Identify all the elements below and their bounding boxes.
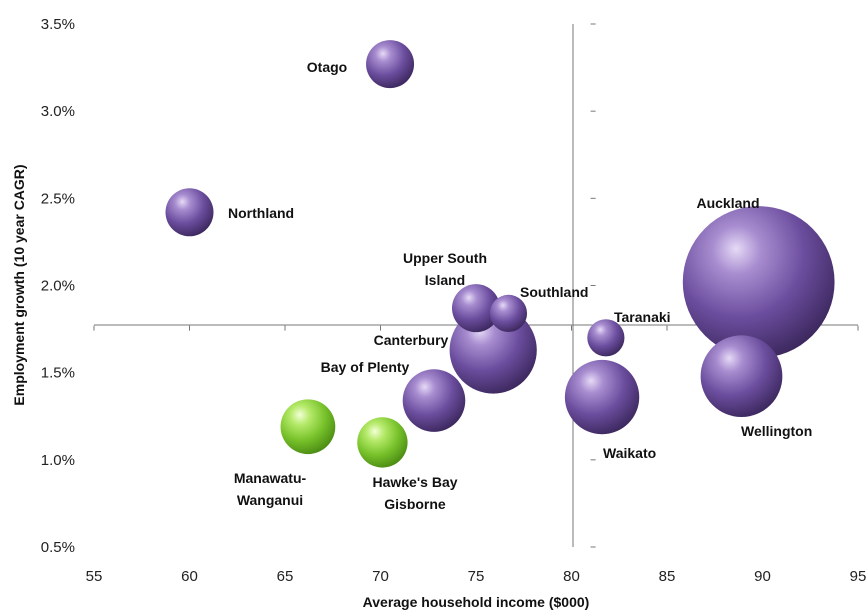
y-tick-label: 1.0% bbox=[41, 452, 75, 469]
bubble-label: Hawke's Bay bbox=[372, 474, 457, 490]
bubble-label: Gisborne bbox=[384, 496, 446, 512]
x-tick-label: 75 bbox=[468, 568, 485, 585]
y-tick-label: 3.5% bbox=[41, 16, 75, 33]
bubble-bay-of-plenty bbox=[402, 369, 466, 432]
bubble-label: Bay of Plenty bbox=[321, 359, 410, 375]
bubble-taranaki bbox=[587, 319, 625, 357]
bubble-otago bbox=[366, 40, 415, 89]
y-tick-label: 2.0% bbox=[41, 278, 75, 295]
bubble-label: Manawatu- bbox=[234, 470, 307, 486]
bubble-auckland bbox=[682, 206, 835, 358]
x-tick-label: 60 bbox=[181, 568, 198, 585]
bubble-northland bbox=[165, 188, 214, 237]
bubble-label: Otago bbox=[307, 59, 347, 75]
bubble-label: Southland bbox=[520, 284, 588, 300]
bubble-label: Island bbox=[425, 272, 465, 288]
x-axis-title: Average household income ($000) bbox=[363, 594, 590, 610]
x-tick-label: 55 bbox=[86, 568, 103, 585]
bubbles bbox=[165, 40, 835, 468]
x-tick-label: 85 bbox=[659, 568, 676, 585]
bubble-label: Upper South bbox=[403, 250, 487, 266]
y-axis-title: Employment growth (10 year CAGR) bbox=[11, 164, 27, 405]
bubble-label: Wanganui bbox=[237, 492, 303, 508]
x-tick-label: 80 bbox=[563, 568, 580, 585]
bubble-upper-south-island bbox=[452, 284, 500, 333]
bubble-label: Northland bbox=[228, 205, 294, 221]
bubble-label: Auckland bbox=[696, 195, 759, 211]
y-tick-marks bbox=[590, 23, 596, 548]
bubble-label: Taranaki bbox=[614, 309, 671, 325]
y-tick-label: 3.0% bbox=[41, 103, 75, 120]
bubble-label: Wellington bbox=[741, 423, 812, 439]
bubble-southland bbox=[489, 294, 528, 332]
x-tick-label: 70 bbox=[372, 568, 389, 585]
x-tick-label: 65 bbox=[277, 568, 294, 585]
x-tick-label: 95 bbox=[850, 568, 867, 585]
y-tick-label: 2.5% bbox=[41, 190, 75, 207]
bubble-hawke-s-bay-gisborne bbox=[357, 417, 408, 468]
bubble-labels: Otago Northland Upper South Island Southland… bbox=[228, 59, 812, 512]
x-tick-label: 90 bbox=[754, 568, 771, 585]
y-tick-label: 0.5% bbox=[41, 539, 75, 556]
bubble-label: Canterbury bbox=[374, 332, 449, 348]
bubble-label: Waikato bbox=[603, 445, 656, 461]
bubble-manawatu-wanganui bbox=[280, 399, 336, 455]
y-tick-label: 1.5% bbox=[41, 365, 75, 382]
y-tick-labels: 0.5% 1.0% 1.5% 2.0% 2.5% 3.0% 3.5% bbox=[41, 16, 75, 556]
x-tick-labels: 55 60 65 70 75 80 85 90 95 bbox=[86, 568, 867, 585]
bubble-wellington bbox=[700, 335, 783, 418]
bubble-waikato bbox=[564, 359, 640, 435]
